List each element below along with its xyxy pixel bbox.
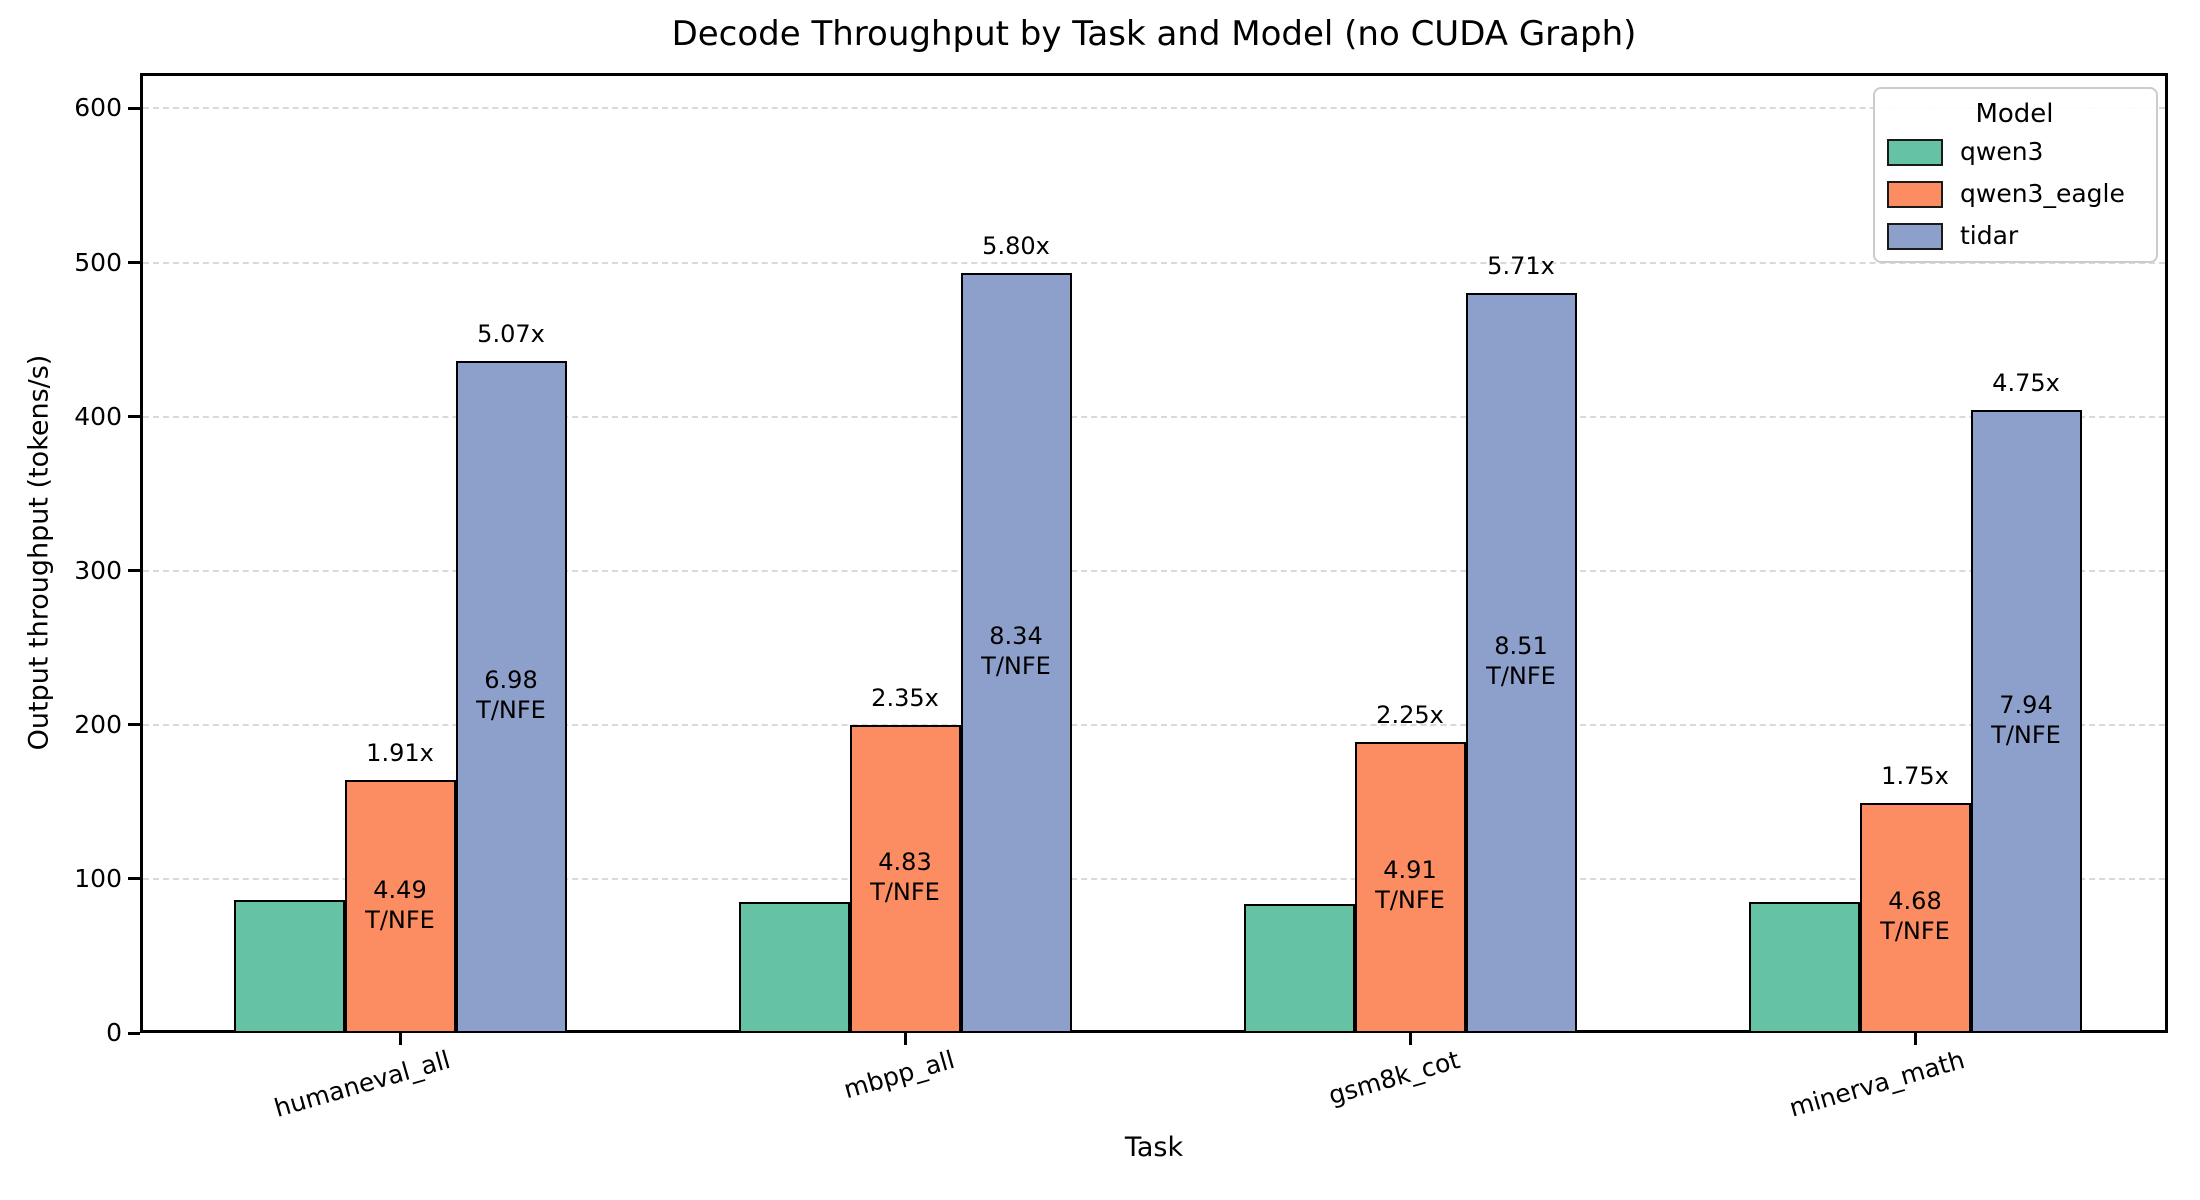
bar-qwen3-minerva_math — [1748, 902, 1860, 1033]
bar-qwen3_eagle-minerva_math — [1859, 803, 1971, 1033]
x-tick-label-humaneval_all: humaneval_all — [270, 1045, 453, 1123]
x-tick-label-mbpp_all: mbpp_all — [840, 1045, 958, 1105]
speedup-label-tidar-humaneval_all: 5.07x — [477, 320, 545, 349]
gridline-y-400 — [143, 415, 2165, 418]
y-tick-100 — [128, 877, 140, 881]
chart-title: Decode Throughput by Task and Model (no … — [671, 14, 1637, 54]
legend-label-tidar: tidar — [1960, 221, 2019, 250]
legend-swatch-qwen3 — [1887, 138, 1943, 166]
tnfe-label-qwen3_eagle-humaneval_all: 4.49 T/NFE — [365, 875, 435, 934]
y-tick-200 — [128, 723, 140, 727]
bar-qwen3-mbpp_all — [738, 902, 850, 1033]
speedup-label-qwen3_eagle-minerva_math: 1.75x — [1881, 762, 1949, 791]
bar-qwen3_eagle-gsm8k_cot — [1354, 741, 1466, 1033]
bar-tidar-gsm8k_cot — [1465, 293, 1577, 1033]
speedup-label-qwen3_eagle-humaneval_all: 1.91x — [366, 739, 434, 768]
legend-title: Model — [1975, 99, 2054, 129]
y-tick-label-0: 0 — [106, 1018, 122, 1047]
legend-swatch-tidar — [1887, 222, 1943, 250]
tnfe-label-qwen3_eagle-mbpp_all: 4.83 T/NFE — [870, 847, 940, 906]
x-tick-mbpp_all — [903, 1033, 907, 1045]
gridline-y-300 — [143, 569, 2165, 572]
y-tick-label-500: 500 — [74, 247, 122, 277]
x-tick-humaneval_all — [398, 1033, 402, 1045]
x-tick-label-minerva_math: minerva_math — [1786, 1045, 1968, 1123]
legend-item-qwen3_eagle: qwen3_eagle — [1887, 173, 2142, 215]
legend-label-qwen3_eagle: qwen3_eagle — [1960, 179, 2125, 208]
gridline-y-500 — [143, 261, 2165, 264]
y-tick-500 — [128, 261, 140, 265]
y-tick-label-300: 300 — [74, 555, 122, 585]
plot-area — [140, 73, 2168, 1033]
legend-item-tidar: tidar — [1887, 215, 2142, 257]
bar-qwen3_eagle-mbpp_all — [849, 724, 961, 1033]
legend-label-qwen3: qwen3 — [1960, 137, 2044, 166]
tnfe-label-qwen3_eagle-gsm8k_cot: 4.91 T/NFE — [1375, 856, 1445, 915]
y-tick-label-600: 600 — [74, 93, 122, 123]
x-axis-label: Task — [1124, 1132, 1184, 1163]
x-tick-label-gsm8k_cot: gsm8k_cot — [1325, 1045, 1463, 1111]
speedup-label-qwen3_eagle-gsm8k_cot: 2.25x — [1376, 700, 1444, 729]
tnfe-label-qwen3_eagle-minerva_math: 4.68 T/NFE — [1880, 887, 1950, 946]
bar-qwen3-humaneval_all — [233, 900, 345, 1033]
y-tick-label-400: 400 — [74, 401, 122, 431]
y-tick-300 — [128, 569, 140, 573]
tnfe-label-tidar-mbpp_all: 8.34 T/NFE — [981, 622, 1051, 681]
tnfe-label-tidar-humaneval_all: 6.98 T/NFE — [476, 666, 546, 725]
tnfe-label-tidar-minerva_math: 7.94 T/NFE — [1991, 690, 2061, 749]
bar-qwen3_eagle-humaneval_all — [344, 780, 456, 1033]
speedup-label-tidar-minerva_math: 4.75x — [1992, 369, 2060, 398]
y-tick-label-200: 200 — [74, 709, 122, 739]
bar-tidar-humaneval_all — [455, 361, 567, 1033]
speedup-label-qwen3_eagle-mbpp_all: 2.35x — [871, 683, 939, 712]
y-tick-600 — [128, 106, 140, 110]
y-tick-400 — [128, 415, 140, 419]
y-tick-0 — [128, 1031, 140, 1035]
gridline-y-600 — [143, 107, 2165, 110]
legend-item-qwen3: qwen3 — [1887, 131, 2142, 173]
tnfe-label-tidar-gsm8k_cot: 8.51 T/NFE — [1486, 632, 1556, 691]
bar-tidar-minerva_math — [1970, 410, 2082, 1033]
gridline-y-200 — [143, 723, 2165, 726]
speedup-label-tidar-mbpp_all: 5.80x — [982, 232, 1050, 261]
y-tick-label-100: 100 — [74, 863, 122, 893]
gridline-y-100 — [143, 877, 2165, 880]
legend-swatch-qwen3_eagle — [1887, 180, 1943, 208]
bar-qwen3-gsm8k_cot — [1243, 903, 1355, 1033]
bar-tidar-mbpp_all — [960, 273, 1072, 1033]
x-tick-minerva_math — [1913, 1033, 1917, 1045]
speedup-label-tidar-gsm8k_cot: 5.71x — [1487, 252, 1555, 281]
x-tick-gsm8k_cot — [1408, 1033, 1412, 1045]
